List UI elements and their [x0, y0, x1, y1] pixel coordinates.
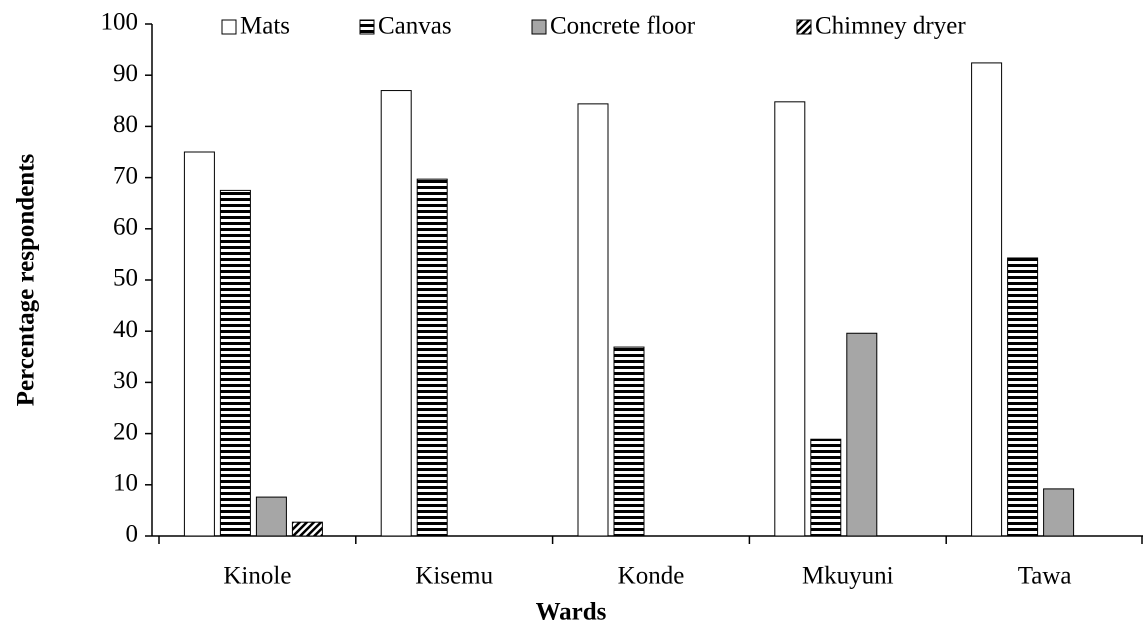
legend-label: Mats [240, 13, 290, 40]
y-tick-label: 50 [113, 265, 138, 292]
y-tick-label: 20 [113, 418, 138, 445]
bar [1043, 488, 1075, 537]
bar [255, 496, 287, 537]
bar [1007, 257, 1039, 537]
bar [846, 332, 878, 537]
legend-label: Concrete floor [550, 13, 696, 40]
bar [380, 90, 412, 537]
x-tick-label: Mkuyuni [802, 563, 894, 590]
y-tick-label: 10 [113, 470, 138, 497]
bar [183, 151, 215, 537]
bar [613, 346, 645, 537]
bar [291, 521, 323, 537]
bar [810, 438, 842, 537]
y-tick-label: 100 [101, 9, 139, 36]
y-tick-label: 70 [113, 162, 138, 189]
y-tick-label: 0 [126, 521, 139, 548]
legend-swatch [221, 19, 237, 35]
y-tick-label: 80 [113, 111, 138, 138]
legend-swatch [359, 19, 375, 35]
x-tick-label: Tawa [1018, 563, 1072, 590]
bar [219, 189, 251, 537]
y-tick-label: 30 [113, 367, 138, 394]
legend-label: Canvas [378, 13, 452, 40]
y-tick-label: 90 [113, 60, 138, 87]
x-axis-title: Wards [536, 599, 607, 626]
x-tick-label: Kisemu [415, 563, 493, 590]
y-tick-label: 40 [113, 316, 138, 343]
legend-label: Chimney dryer [815, 13, 966, 40]
x-tick-label: Kinole [223, 563, 291, 590]
bar [971, 62, 1003, 537]
bar [577, 103, 609, 537]
bar [774, 101, 806, 537]
bar [416, 178, 448, 537]
y-tick-label: 60 [113, 214, 138, 241]
x-tick-label: Konde [618, 563, 685, 590]
legend-swatch [796, 19, 812, 35]
legend-swatch [531, 19, 547, 35]
y-axis-title: Percentage respondents [13, 153, 40, 406]
